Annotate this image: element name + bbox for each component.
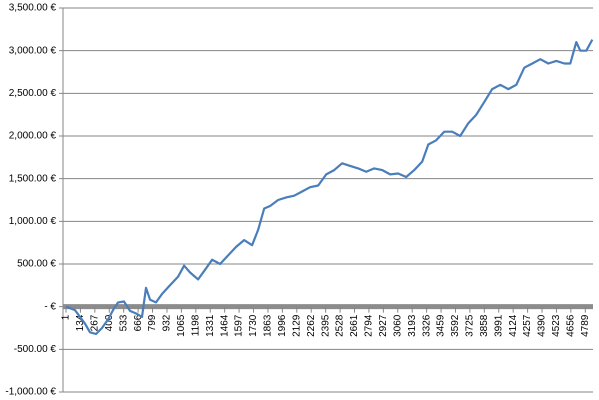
x-tick-label: 533 bbox=[118, 314, 129, 331]
x-tick-label: 2927 bbox=[378, 314, 389, 337]
x-tick-label: 2661 bbox=[349, 314, 360, 337]
line bbox=[65, 39, 594, 336]
x-tick-label: 1198 bbox=[190, 314, 201, 336]
y-tick-label: 2,500.00 € bbox=[9, 88, 57, 99]
x-tick-label: 1065 bbox=[176, 314, 187, 337]
x-tick-label: 1464 bbox=[219, 314, 230, 337]
x-tick-label: 3459 bbox=[436, 314, 447, 337]
x-tick-label: 2794 bbox=[364, 314, 375, 337]
x-tick-label: 267 bbox=[89, 314, 100, 331]
x-tick-label: 2129 bbox=[291, 314, 302, 337]
x-tick-label: 3991 bbox=[493, 314, 504, 337]
x-tick-label: 799 bbox=[147, 314, 158, 331]
x-tick-label: 3592 bbox=[450, 314, 461, 337]
x-tick-label: 2262 bbox=[306, 314, 317, 337]
x-tick-label: 3326 bbox=[421, 314, 432, 337]
x-tick-label: 400 bbox=[104, 314, 115, 331]
x-tick-label: 3725 bbox=[465, 314, 476, 337]
x-tick-label: 1730 bbox=[248, 314, 259, 337]
x-tick-label: 4656 bbox=[566, 314, 577, 337]
x-tick-label: 3858 bbox=[479, 314, 490, 337]
x-tick-label: 2528 bbox=[335, 314, 346, 337]
x-tick-label: 3193 bbox=[407, 314, 418, 337]
x-tick-label: 2395 bbox=[320, 314, 331, 337]
x-tick-label: 1863 bbox=[263, 314, 274, 337]
x-tick-label: 666 bbox=[133, 314, 144, 331]
y-tick-label: -1,000.00 € bbox=[5, 387, 56, 398]
x-tick-label: 1331 bbox=[205, 314, 216, 337]
x-tick-label: 4124 bbox=[508, 314, 519, 337]
y-tick-label: 500.00 € bbox=[17, 259, 56, 270]
y-tick-label: 3,000.00 € bbox=[9, 45, 57, 56]
x-tick-label: 4789 bbox=[580, 314, 591, 337]
x-tick-label: 1996 bbox=[277, 314, 288, 337]
x-tick-label: 3060 bbox=[392, 314, 403, 337]
y-tick-label: 1,500.00 € bbox=[9, 173, 57, 184]
x-tick-label: 4390 bbox=[537, 314, 548, 337]
x-tick-label: 1 bbox=[61, 314, 72, 320]
x-tick-label: 134 bbox=[75, 314, 86, 331]
x-tick-label: 1597 bbox=[234, 314, 245, 337]
y-tick-label: 2,000.00 € bbox=[9, 131, 57, 142]
y-tick-label: 1,000.00 € bbox=[9, 216, 57, 227]
x-tick-label: 4523 bbox=[551, 314, 562, 337]
x-tick-label: 4257 bbox=[522, 314, 533, 337]
y-tick-label: 3,500.00 € bbox=[9, 3, 57, 14]
x-tick-label: 932 bbox=[162, 314, 173, 331]
y-tick-label: - € bbox=[44, 301, 56, 312]
y-tick-label: -500.00 € bbox=[14, 344, 57, 355]
